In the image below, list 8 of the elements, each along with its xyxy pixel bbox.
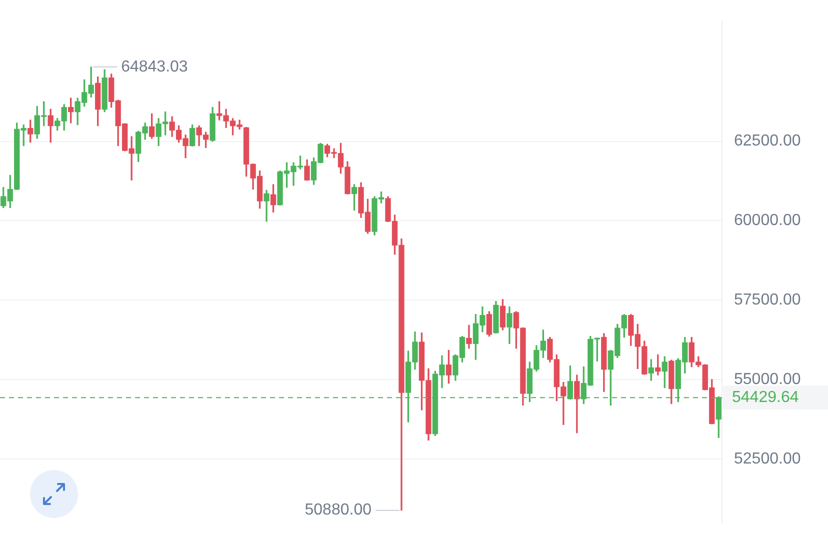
y-tick-label: 52500.00 — [734, 450, 801, 468]
y-tick-label: 55000.00 — [734, 370, 801, 388]
y-tick-label: 62500.00 — [734, 132, 801, 150]
annotation: 50880.00 — [304, 502, 372, 519]
annotation: 64843.03 — [121, 58, 188, 76]
ref-line-label: 54429.64 — [732, 389, 799, 406]
y-tick-label: 60000.00 — [734, 212, 801, 230]
y-tick-label: 57500.00 — [734, 292, 801, 309]
